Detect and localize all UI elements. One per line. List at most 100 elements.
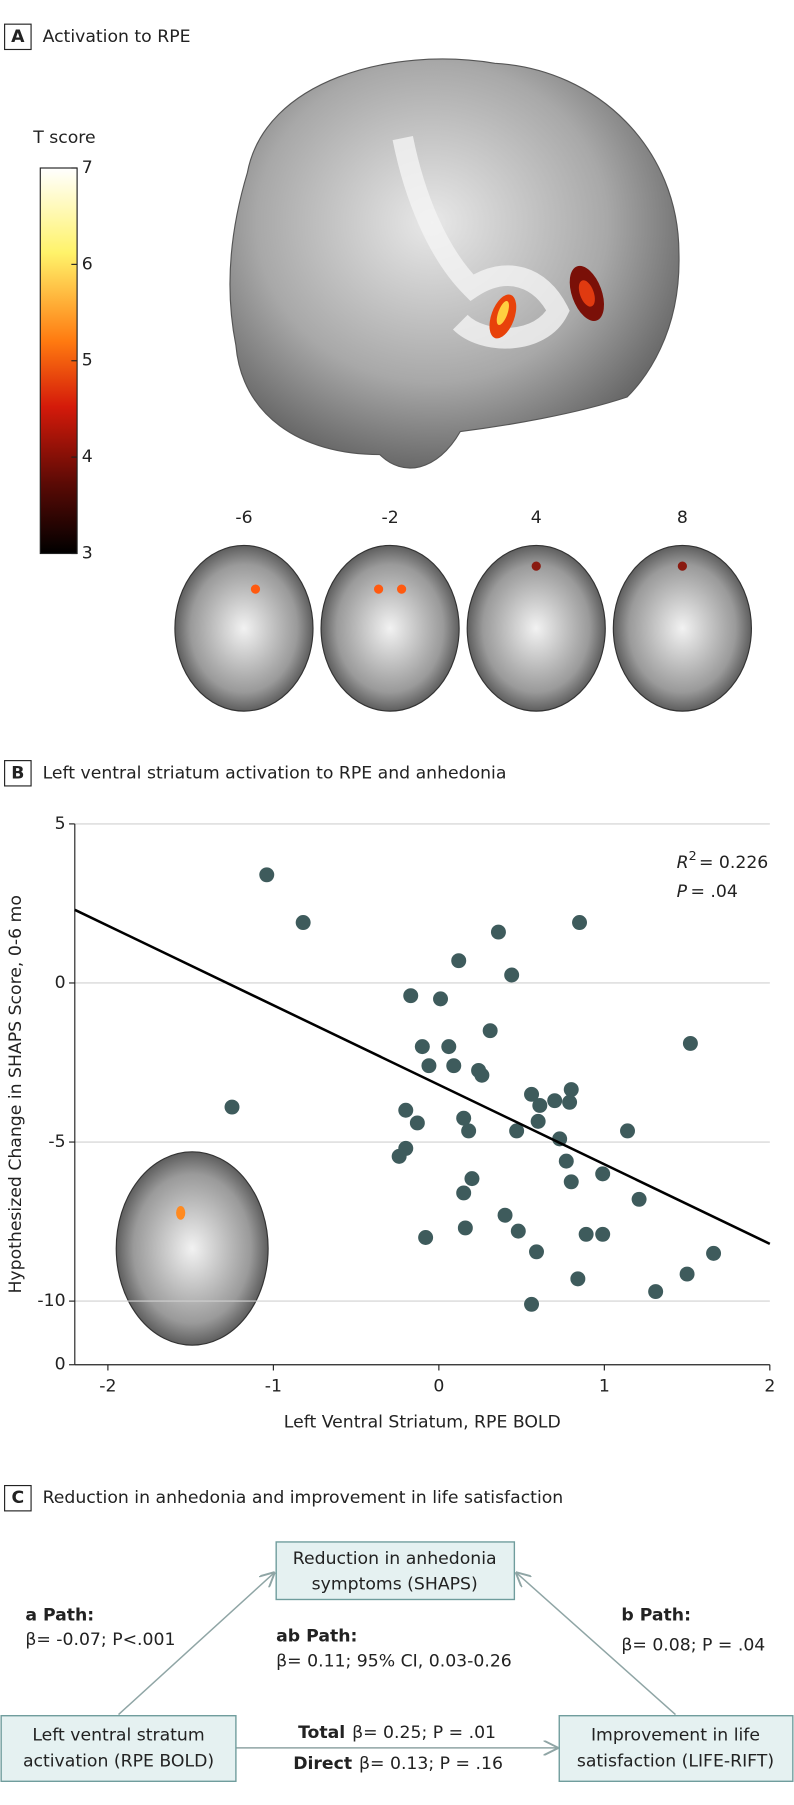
annotation: R2 = 0.226 (677, 848, 769, 873)
point (474, 1067, 490, 1083)
annotation-symbol: R (677, 853, 689, 873)
point (456, 1185, 472, 1201)
annotation-symbol: P (677, 882, 688, 902)
path-text: β= 0.08; P = .04 (621, 1636, 765, 1656)
panel-title: Reduction in anhedonia and improvement i… (43, 1488, 564, 1508)
panel-label: C (12, 1488, 25, 1508)
path-title: Total (298, 1723, 345, 1743)
panel-label: A (11, 27, 25, 47)
activation (677, 561, 687, 571)
path-text: β= 0.13; P = .16 (359, 1754, 503, 1774)
point (524, 1296, 540, 1312)
point (504, 967, 520, 983)
path-title: Direct (293, 1754, 352, 1774)
path-text: β= 0.25; P = .01 (352, 1723, 496, 1743)
path-text: β= 0.11; 95% CI, 0.03-0.26 (276, 1652, 512, 1672)
x-axis-title: Left Ventral Striatum, RPE BOLD (284, 1412, 561, 1432)
x-tick-label: -1 (265, 1377, 282, 1397)
inset-brain (115, 1151, 269, 1346)
slice-label: 8 (677, 508, 688, 528)
colorbar-tick-label: 6 (82, 254, 93, 274)
brain-render (229, 58, 680, 469)
x-tick-label: 0 (433, 1377, 444, 1397)
node-box (0, 1715, 237, 1782)
y-tick-label: -5 (48, 1132, 65, 1152)
point (441, 1039, 457, 1055)
point (562, 1094, 578, 1110)
annotation: P = .04 (677, 882, 738, 902)
colorbar-tick-label: 4 (82, 447, 93, 467)
point (530, 1113, 546, 1129)
point (446, 1058, 462, 1074)
y-tick-label: -10 (37, 1291, 65, 1311)
node-box (558, 1715, 794, 1782)
point (259, 867, 275, 883)
point (563, 1174, 579, 1190)
arrow (517, 1573, 676, 1716)
node-text: Improvement in life (591, 1725, 760, 1745)
point (490, 924, 506, 940)
point (391, 1148, 407, 1164)
point (497, 1207, 513, 1223)
colorbar (39, 167, 78, 555)
x-tick-label: 1 (599, 1377, 610, 1397)
panel-label-box (4, 1484, 32, 1512)
slice-label: -2 (381, 508, 398, 528)
node-box (275, 1541, 516, 1601)
colorbar-tick-label: 5 (82, 351, 93, 371)
y-tick-label: 5 (55, 814, 66, 834)
x-tick-label: 2 (764, 1377, 775, 1397)
point (532, 1097, 548, 1113)
brain-slice (320, 544, 460, 712)
annotation-text: = .04 (690, 882, 737, 902)
point (421, 1058, 437, 1074)
path-title: a Path: (25, 1606, 94, 1626)
activation (531, 561, 541, 571)
annotation-sup: 2 (689, 848, 697, 863)
y-tick-label: 0 (55, 1355, 66, 1375)
point (414, 1039, 430, 1055)
colorbar-tick-label: 3 (82, 543, 93, 563)
colorbar-title: T score (32, 128, 95, 148)
point (648, 1284, 664, 1300)
point (595, 1226, 611, 1242)
point (509, 1123, 525, 1139)
path-title: b Path: (621, 1606, 691, 1626)
point (451, 953, 467, 969)
point (418, 1230, 434, 1245)
panel-title: Left ventral striatum activation to RPE … (43, 763, 507, 783)
point (403, 988, 419, 1004)
node-text: satisfaction (LIFE-RIFT) (577, 1752, 774, 1772)
point (510, 1223, 526, 1239)
point (682, 1035, 698, 1051)
point (547, 1093, 563, 1109)
activation (397, 584, 407, 594)
panel-label-box (4, 760, 32, 787)
slice-label: -6 (235, 508, 252, 528)
node-text: Reduction in anhedonia (293, 1549, 497, 1569)
node-text: activation (RPE BOLD) (23, 1752, 214, 1772)
point (595, 1166, 611, 1182)
colorbar-tick-label: 7 (82, 158, 93, 178)
point (570, 1271, 586, 1287)
point (578, 1226, 594, 1242)
y-tick-label: 0 (55, 973, 66, 993)
point (679, 1266, 695, 1282)
point (461, 1123, 477, 1139)
point (631, 1191, 647, 1207)
point (464, 1171, 480, 1187)
annotation-text: = 0.226 (699, 853, 768, 873)
activation (250, 584, 261, 594)
point (456, 1110, 472, 1126)
path-title: ab Path: (276, 1626, 357, 1646)
activation (373, 584, 384, 594)
point (524, 1086, 540, 1102)
point (398, 1102, 414, 1118)
point (572, 915, 588, 931)
panel-label-box (4, 23, 32, 51)
point (295, 915, 311, 931)
point (482, 1023, 498, 1039)
point (620, 1123, 635, 1139)
point (706, 1245, 722, 1261)
